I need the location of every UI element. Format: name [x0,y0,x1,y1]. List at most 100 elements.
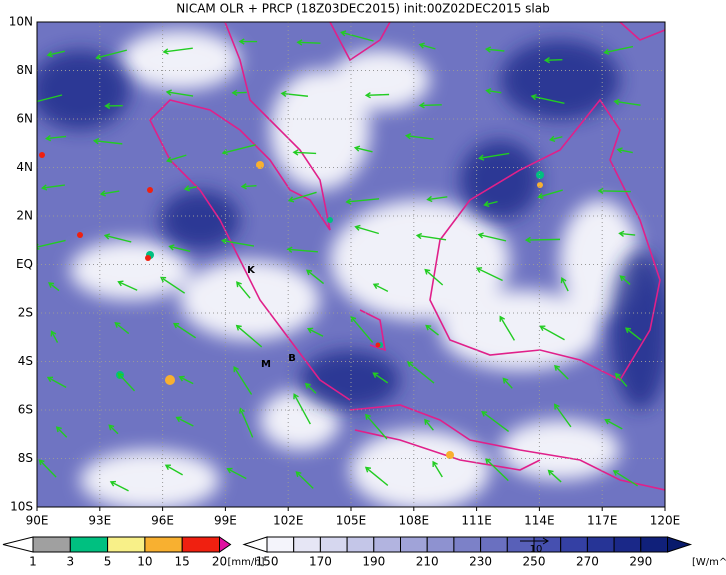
wind-arrow [175,416,194,427]
legend-label: 3 [66,555,74,569]
wind-arrow [365,413,388,440]
wind-arrow [554,364,569,380]
wind-arrow [304,382,317,394]
legend-label: 250 [523,555,546,569]
wind-arrow [485,87,502,95]
wind-arrow [418,102,442,109]
wind-arrow [372,372,389,384]
station-label: K [247,265,256,276]
wind-arrow [597,187,631,195]
wind-arrow [477,232,507,242]
legend-swatch [107,536,146,553]
legend-swatch [181,536,220,553]
lon-label: 102E [273,514,304,528]
legend-label: 270 [576,555,599,569]
legend-swatch [69,536,109,553]
wind-arrow [306,269,325,285]
wind-arrow [48,282,60,292]
legend-swatch [144,536,183,553]
wind-arrow [38,459,57,478]
lon-label: 120E [650,514,681,528]
wind-arrow [183,185,197,192]
wind-arrow [99,190,120,197]
legend-label: 1 [29,555,37,569]
lon-label: 90E [26,514,49,528]
wind-arrow [117,280,138,291]
wind-arrow [418,42,436,50]
wind-arrow [543,56,563,64]
lon-label: 114E [524,514,555,528]
lat-label: 4S [18,354,33,368]
map-field [37,22,665,507]
wind-arrow [530,93,565,105]
wind-arrow [364,92,390,99]
lon-label: 96E [151,514,174,528]
wind-arrow [162,47,193,55]
legend-swatch [613,536,642,553]
wind-arrow [159,276,186,294]
wind-arrow [613,98,641,106]
wind-arrow [104,102,123,110]
legend-swatch [586,536,615,553]
wind-arrow [539,325,565,341]
wind-arrow [109,480,129,492]
wind-arrow [619,275,631,285]
vector-reference [520,537,549,545]
wind-arrow [524,236,561,244]
wind-arrow [46,376,67,388]
legend-unit: [mm/h] [228,557,265,568]
wind-arrow [350,316,374,343]
wind-arrow [114,322,130,335]
wind-arrow [164,464,183,476]
wind-arrow [40,184,65,191]
wind-arrow [603,45,634,55]
wind-arrow [280,90,309,97]
wind-arrow [117,372,136,392]
wind-arrow [220,238,255,247]
wind-arrow [231,89,247,96]
legend-swatch [453,536,482,553]
wind-arrow [295,471,314,489]
wind-arrow [432,460,443,478]
legend-label: 15 [175,555,190,569]
wind-arrow [475,267,503,282]
legend-swatch [266,536,295,553]
lat-label: 2N [16,209,33,223]
wind-arrow [485,458,509,482]
lat-label: 4N [16,160,33,174]
lon-label: 117E [587,514,618,528]
wind-arrow [616,147,633,154]
lon-label: 99E [214,514,237,528]
wind-arrow [477,152,510,161]
wind-arrow [239,407,254,438]
wind-arrow [50,330,59,343]
legend-label: 10 [137,555,152,569]
wind-arrow [406,361,435,384]
station-label: B [288,353,296,364]
legend-swatch [2,536,34,553]
legend-swatch [640,536,668,553]
legend-swatch [667,536,693,553]
lat-label: 2S [18,306,33,320]
legend-swatch [373,536,401,553]
legend-swatch [319,536,348,553]
wind-arrow [372,283,389,292]
wind-arrow [560,276,569,292]
lat-label: 10N [9,15,33,29]
lat-label: 8S [18,451,33,465]
wind-arrow [364,466,389,486]
wind-arrow [340,30,374,42]
wind-arrow [499,315,516,341]
wind-arrow [44,135,67,142]
wind-arrow [537,189,563,200]
legend-label: 170 [309,555,332,569]
wind-arrow [293,393,311,425]
legend-label: 150 [256,555,279,569]
wind-arrow [353,145,373,153]
wind-arrow [415,232,447,241]
wind-arrow [612,470,638,487]
wind-arrow [236,281,251,299]
wind-arrow [233,366,253,395]
wind-arrow [235,324,263,348]
